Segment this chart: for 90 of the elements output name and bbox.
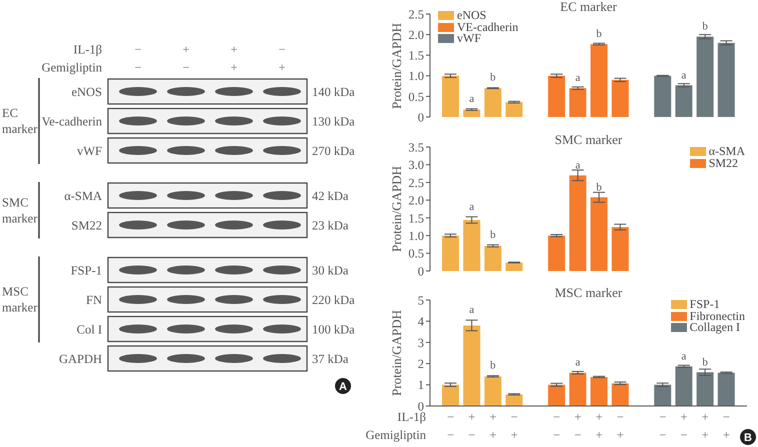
data-label: b — [490, 360, 496, 372]
legend-label: FSP-1 — [690, 297, 720, 311]
text: MSC marker — [2, 284, 38, 314]
legend-label: eNOS — [457, 8, 486, 22]
y-tick-label: 3.0 — [408, 158, 424, 172]
category-label: FSP-1 — [70, 264, 102, 278]
chart-title: SMC marker — [554, 132, 622, 147]
text: B — [744, 432, 752, 444]
y-tick-label: 2.0 — [408, 194, 424, 208]
y-tick-label: 4 — [418, 314, 425, 329]
y-tick-label: 1.5 — [408, 211, 424, 226]
category-label: − + — [278, 42, 286, 74]
legend-label: VE-cadherin — [457, 20, 518, 34]
y-tick-label: 2.5 — [408, 176, 424, 190]
y-tick-label: 3 — [418, 336, 424, 350]
text: A — [339, 381, 348, 393]
legend-label: SM22 — [708, 156, 738, 170]
category-label: 42 kDa — [312, 189, 348, 203]
data-label: b — [702, 356, 708, 368]
data-label: b — [490, 72, 496, 84]
legend-label: Fibronectin — [690, 308, 745, 322]
y-tick-label: 5 — [418, 293, 424, 308]
y-tick-label: 2.0 — [408, 28, 424, 42]
category-label: 270 kDa — [312, 144, 355, 158]
text: Gemigliptin — [364, 428, 426, 442]
data-label: a — [469, 92, 474, 105]
chart-title: MSC marker — [554, 285, 622, 300]
x-tick-label: − + — [616, 410, 624, 442]
x-tick-label: − − — [659, 410, 666, 442]
category-label: 140 kDa — [312, 85, 355, 99]
y-tick-label: 2.5 — [408, 7, 424, 22]
y-tick-label: 0 — [418, 264, 424, 278]
category-label: 130 kDa — [312, 114, 355, 128]
category-label: SM22 — [71, 218, 102, 232]
y-tick-label: 0.5 — [408, 246, 424, 261]
data-label: a — [469, 200, 474, 213]
text: IL-1β — [73, 42, 102, 56]
legend-label: vWF — [457, 31, 481, 45]
y-tick-label: 3.5 — [408, 140, 424, 154]
data-label: a — [575, 356, 580, 369]
x-tick-label: − − — [553, 410, 560, 442]
category-label: Ve-cadherin — [42, 114, 102, 128]
y-axis-title: Protein/GAPDH — [389, 22, 404, 108]
data-label: b — [596, 28, 602, 40]
category-label: vWF — [77, 144, 102, 158]
data-label: a — [681, 350, 686, 362]
category-label: 30 kDa — [312, 264, 348, 278]
category-label: − − — [134, 42, 142, 74]
y-axis-title: Protein/GAPDH — [389, 166, 404, 252]
category-label: GAPDH — [58, 352, 102, 366]
x-tick-label: + − — [680, 410, 688, 442]
y-tick-label: 1 — [418, 378, 424, 392]
legend-label: Collagen I — [690, 320, 740, 334]
text: EC marker — [2, 106, 38, 136]
category-label: + + — [230, 42, 238, 74]
category-label: + − — [182, 42, 190, 74]
data-label: b — [596, 181, 602, 194]
category-label: 100 kDa — [312, 322, 355, 336]
category-label: 37 kDa — [312, 352, 348, 366]
y-tick-label: 0 — [418, 110, 424, 124]
y-tick-label: 1.5 — [408, 48, 424, 63]
data-label: b — [702, 20, 708, 33]
x-tick-label: + + — [596, 410, 603, 442]
category-label: FN — [86, 293, 102, 307]
data-label: a — [681, 69, 686, 82]
category-label: eNOS — [71, 85, 102, 99]
data-label: a — [575, 72, 580, 84]
category-label: 220 kDa — [312, 293, 355, 307]
category-label: Col I — [76, 322, 102, 336]
text: Gemigliptin — [42, 60, 103, 74]
x-tick-label: − − — [447, 410, 454, 442]
x-tick-label: + + — [702, 410, 709, 442]
category-label: 23 kDa — [312, 218, 348, 232]
data-label: a — [575, 159, 580, 172]
x-tick-label: + − — [574, 410, 582, 442]
legend-label: α-SMA — [708, 144, 745, 158]
x-tick-label: + + — [490, 410, 497, 442]
category-label: α-SMA — [64, 189, 102, 203]
data-label: a — [469, 304, 474, 316]
y-tick-label: 2 — [418, 357, 424, 372]
text: SMC marker — [2, 195, 38, 226]
x-tick-label: − + — [722, 410, 730, 442]
y-tick-label: 1.0 — [408, 229, 424, 244]
y-tick-label: 0.5 — [408, 90, 424, 104]
data-label: b — [490, 228, 496, 241]
x-tick-label: − + — [510, 410, 518, 442]
x-tick-label: + − — [468, 410, 476, 442]
y-tick-label: 1.0 — [408, 69, 424, 84]
chart-title: EC marker — [560, 0, 617, 14]
y-axis-title: Protein/GAPDH — [389, 310, 404, 396]
